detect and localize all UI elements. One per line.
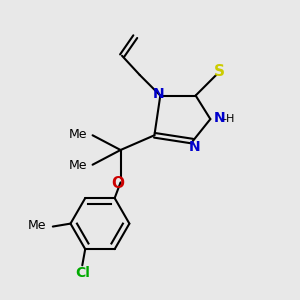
Text: O: O — [111, 176, 124, 191]
Text: Me: Me — [28, 220, 46, 232]
Text: N: N — [214, 111, 226, 124]
Text: Me: Me — [69, 159, 87, 172]
Text: N: N — [153, 87, 165, 101]
Text: S: S — [214, 64, 225, 80]
Text: N: N — [188, 140, 200, 154]
Text: -H: -H — [222, 114, 235, 124]
Text: Cl: Cl — [75, 266, 90, 280]
Text: Me: Me — [69, 128, 87, 141]
